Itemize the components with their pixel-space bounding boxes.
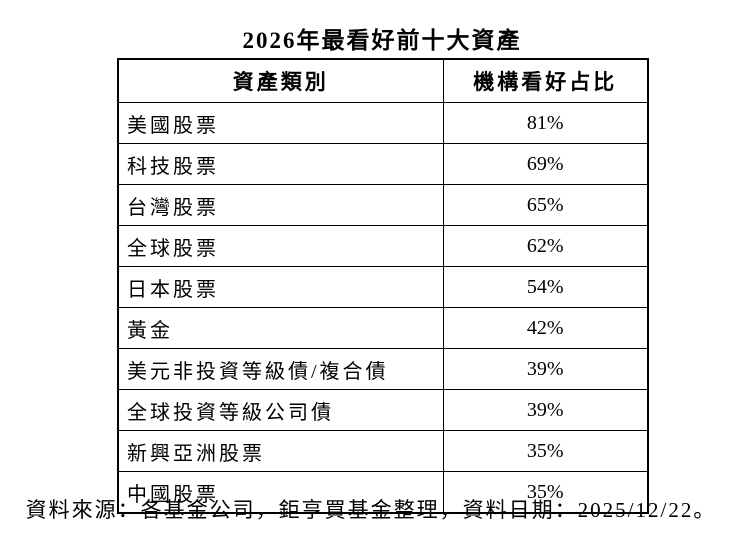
asset-category-cell: 全球投資等級公司債	[117, 389, 444, 431]
column-header-percent: 機構看好占比	[442, 58, 649, 103]
favor-percent-cell: 62%	[442, 225, 649, 267]
favor-percent-cell: 81%	[442, 102, 649, 144]
table-row: 美國股票 81%	[117, 102, 649, 144]
asset-category-cell: 美國股票	[117, 102, 444, 144]
table-row: 全球股票 62%	[117, 225, 649, 267]
table-header: 資產類別 機構看好占比	[117, 58, 649, 103]
favor-percent-cell: 39%	[442, 389, 649, 431]
table-row: 全球投資等級公司債 39%	[117, 389, 649, 431]
asset-category-cell: 黃金	[117, 307, 444, 349]
table-row: 新興亞洲股票 35%	[117, 430, 649, 472]
column-header-category: 資產類別	[117, 58, 444, 103]
favor-percent-cell: 54%	[442, 266, 649, 308]
table-row: 黃金 42%	[117, 307, 649, 349]
asset-category-cell: 日本股票	[117, 266, 444, 308]
asset-category-cell: 科技股票	[117, 143, 444, 185]
favor-percent-cell: 69%	[442, 143, 649, 185]
table-row: 科技股票 69%	[117, 143, 649, 185]
favor-percent-cell: 39%	[442, 348, 649, 390]
header-row: 資產類別 機構看好占比	[117, 58, 649, 103]
asset-category-cell: 美元非投資等級債/複合債	[117, 348, 444, 390]
favor-percent-cell: 35%	[442, 471, 649, 514]
favor-percent-cell: 35%	[442, 430, 649, 472]
source-note: 資料來源：各基金公司，鉅亨買基金整理，資料日期：2025/12/22。	[25, 498, 717, 522]
asset-category-cell: 台灣股票	[117, 184, 444, 226]
table-row: 台灣股票 65%	[117, 184, 649, 226]
asset-category-cell: 中國股票	[117, 471, 444, 514]
table-row: 美元非投資等級債/複合債 39%	[117, 348, 649, 390]
favor-percent-cell: 65%	[442, 184, 649, 226]
page-title: 2026年最看好前十大資產	[242, 28, 522, 53]
assets-table: 資產類別 機構看好占比 美國股票 81% 科技股票 69% 台灣股票 65% 全…	[117, 58, 649, 514]
favor-percent-cell: 42%	[442, 307, 649, 349]
table-row: 中國股票 35%	[117, 471, 649, 514]
asset-category-cell: 新興亞洲股票	[117, 430, 444, 472]
table-row: 日本股票 54%	[117, 266, 649, 308]
asset-category-cell: 全球股票	[117, 225, 444, 267]
table-body: 美國股票 81% 科技股票 69% 台灣股票 65% 全球股票 62% 日本股票…	[117, 102, 649, 514]
